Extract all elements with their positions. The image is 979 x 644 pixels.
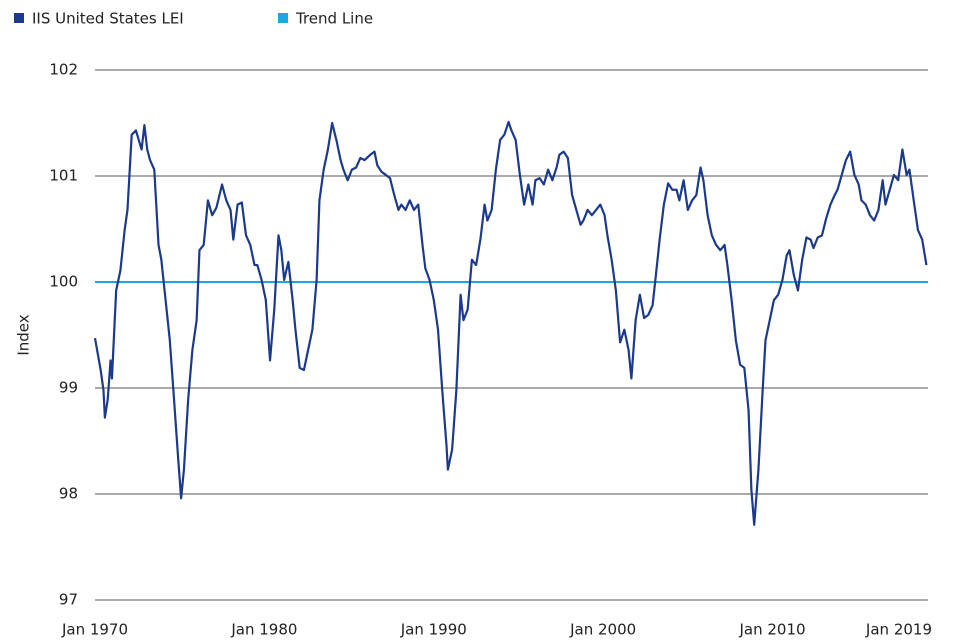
y-axis-label: Index xyxy=(15,314,33,355)
legend-swatch xyxy=(14,13,24,23)
data-line xyxy=(93,120,928,526)
y-tick-label: 98 xyxy=(59,485,78,503)
x-tick-label: Jan 1980 xyxy=(230,621,297,639)
x-tick-label: Jan 1990 xyxy=(400,621,467,639)
legend-label: Trend Line xyxy=(295,10,373,28)
y-tick-label: 100 xyxy=(49,273,78,291)
x-tick-label: Jan 2000 xyxy=(569,621,636,639)
y-tick-label: 101 xyxy=(49,167,78,185)
y-tick-label: 97 xyxy=(59,591,78,609)
x-tick-label: Jan 2010 xyxy=(739,621,806,639)
y-tick-label: 102 xyxy=(49,61,78,79)
legend-label: IIS United States LEI xyxy=(32,10,184,28)
legend-swatch xyxy=(278,13,288,23)
x-tick-label: Jan 2019 xyxy=(865,621,932,639)
x-tick-label: Jan 1970 xyxy=(61,621,128,639)
y-tick-label: 99 xyxy=(59,379,78,397)
